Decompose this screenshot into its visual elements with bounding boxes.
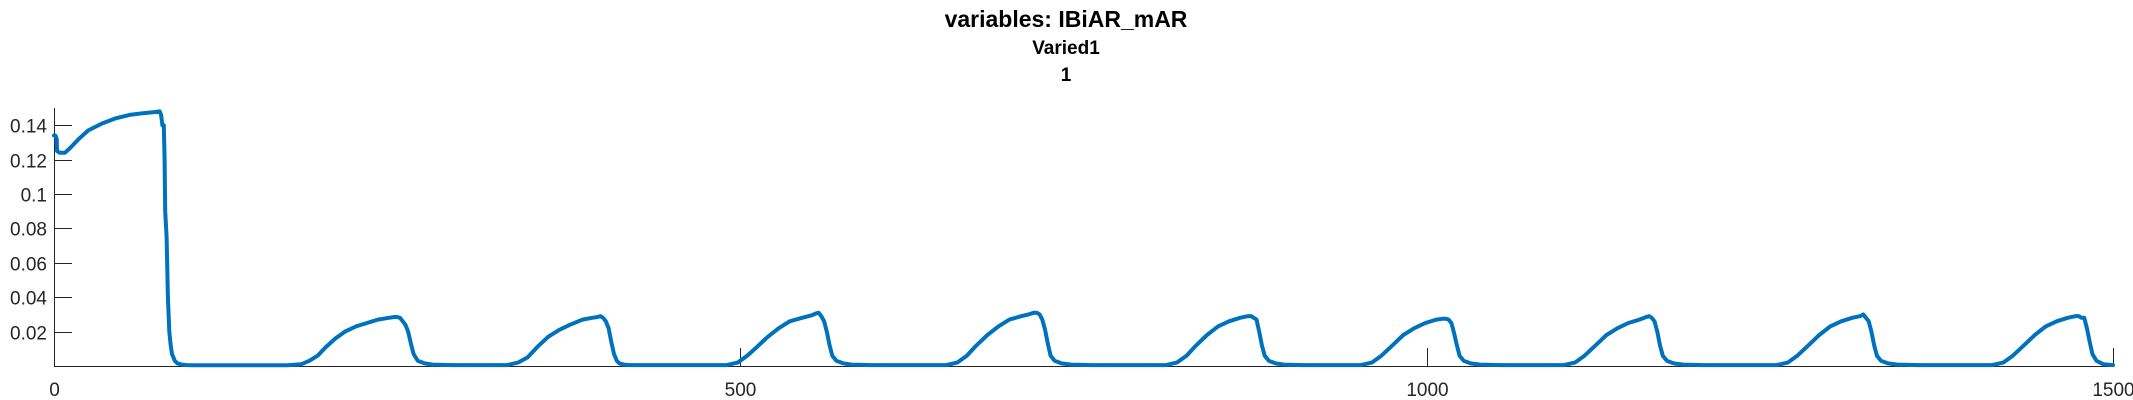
y-tick-label: 0.02 — [10, 324, 47, 345]
x-tick-label: 0 — [49, 380, 60, 400]
y-tick-label: 0.08 — [10, 220, 47, 241]
y-axis-ticks: 0.02 0.04 0.06 0.08 0.1 0.12 0.14 — [10, 117, 72, 345]
x-tick-label: 500 — [725, 380, 757, 400]
y-tick-label: 0.12 — [10, 152, 47, 173]
y-tick-label: 0.1 — [21, 186, 47, 207]
y-tick-label: 0.06 — [10, 255, 47, 276]
chart-subtitle-2: 1 — [1061, 65, 1072, 86]
series-line — [52, 109, 2115, 368]
y-tick-label: 0.14 — [10, 117, 47, 138]
chart-subtitle: Varied1 — [1032, 38, 1100, 59]
y-tick-label: 0.04 — [10, 289, 47, 310]
x-tick-label: 1000 — [1406, 380, 1448, 400]
x-axis-ticks: 0 500 1000 1500 — [49, 348, 2133, 400]
plot-area: 0 500 1000 1500 0.02 0.04 0.06 0.08 0.1 0.12 0.14 — [10, 108, 2133, 400]
chart-title: variables: IBiAR_mAR — [945, 6, 1188, 32]
x-tick-label: 1500 — [2092, 380, 2133, 400]
